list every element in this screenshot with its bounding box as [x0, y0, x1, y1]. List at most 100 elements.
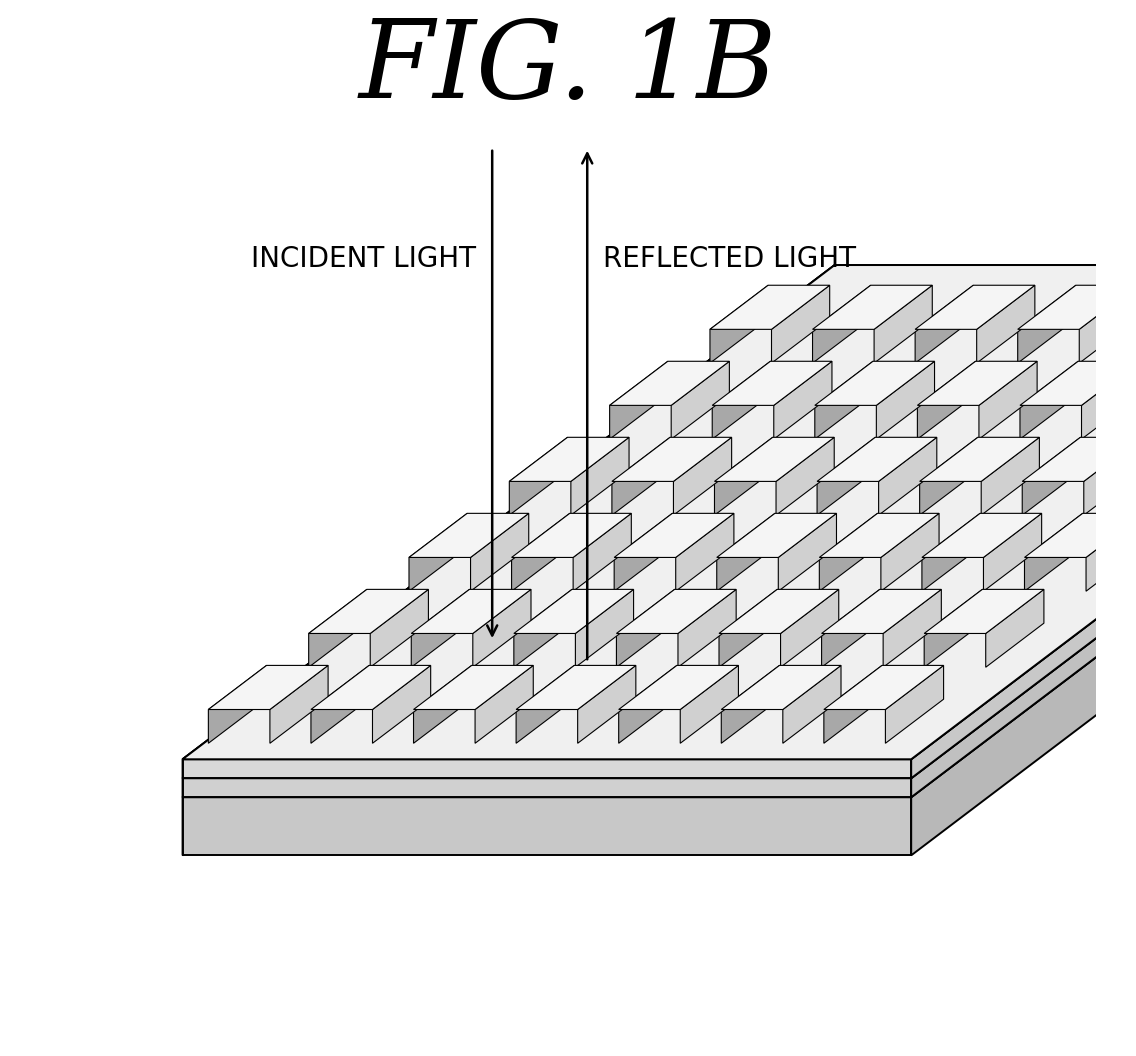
Polygon shape: [409, 513, 467, 591]
Polygon shape: [920, 437, 1039, 482]
Polygon shape: [678, 589, 736, 667]
Polygon shape: [1018, 285, 1136, 329]
Polygon shape: [511, 513, 632, 558]
Polygon shape: [615, 513, 673, 591]
Polygon shape: [984, 513, 1042, 591]
Polygon shape: [821, 589, 942, 634]
Polygon shape: [815, 361, 872, 439]
Polygon shape: [411, 589, 531, 634]
Polygon shape: [270, 665, 328, 743]
Polygon shape: [911, 303, 1136, 855]
Polygon shape: [815, 361, 935, 406]
Polygon shape: [783, 665, 841, 743]
Polygon shape: [311, 665, 431, 710]
Polygon shape: [874, 285, 933, 363]
Polygon shape: [577, 665, 636, 743]
Polygon shape: [1079, 285, 1136, 363]
Polygon shape: [473, 589, 531, 667]
Polygon shape: [1025, 513, 1083, 591]
Polygon shape: [885, 665, 944, 743]
Polygon shape: [1081, 361, 1136, 439]
Polygon shape: [475, 665, 533, 743]
Polygon shape: [411, 589, 469, 667]
Polygon shape: [880, 513, 939, 591]
Polygon shape: [612, 437, 670, 515]
Polygon shape: [918, 361, 1037, 406]
Text: REFLECTED LIGHT: REFLECTED LIGHT: [603, 245, 857, 272]
Polygon shape: [812, 285, 870, 363]
Polygon shape: [183, 265, 835, 778]
Polygon shape: [918, 361, 976, 439]
Polygon shape: [183, 303, 1136, 797]
Polygon shape: [916, 285, 1035, 329]
Polygon shape: [819, 513, 939, 558]
Polygon shape: [817, 437, 937, 482]
Polygon shape: [511, 513, 570, 591]
Polygon shape: [183, 265, 1136, 759]
Polygon shape: [776, 437, 834, 515]
Polygon shape: [1125, 437, 1136, 482]
Polygon shape: [208, 665, 328, 710]
Polygon shape: [183, 759, 911, 778]
Polygon shape: [925, 589, 1044, 634]
Polygon shape: [916, 285, 974, 363]
Polygon shape: [922, 513, 980, 591]
Polygon shape: [509, 437, 568, 515]
Polygon shape: [1086, 513, 1136, 591]
Polygon shape: [676, 513, 734, 591]
Polygon shape: [922, 513, 1042, 558]
Polygon shape: [671, 361, 729, 439]
Polygon shape: [710, 285, 768, 363]
Polygon shape: [183, 303, 835, 855]
Polygon shape: [183, 797, 911, 855]
Polygon shape: [920, 437, 978, 515]
Polygon shape: [409, 513, 528, 558]
Polygon shape: [979, 361, 1037, 439]
Polygon shape: [1125, 437, 1136, 515]
Polygon shape: [1020, 361, 1078, 439]
Polygon shape: [821, 589, 879, 667]
Polygon shape: [183, 265, 1136, 759]
Polygon shape: [615, 513, 734, 558]
Polygon shape: [986, 589, 1044, 667]
Polygon shape: [1120, 285, 1136, 363]
Polygon shape: [680, 665, 738, 743]
Polygon shape: [610, 361, 729, 406]
Polygon shape: [883, 589, 942, 667]
Polygon shape: [373, 665, 431, 743]
Polygon shape: [619, 665, 738, 710]
Polygon shape: [771, 285, 829, 363]
Polygon shape: [183, 284, 835, 797]
Polygon shape: [309, 589, 367, 667]
Polygon shape: [812, 285, 933, 329]
Polygon shape: [717, 513, 836, 558]
Polygon shape: [717, 513, 775, 591]
Polygon shape: [208, 665, 267, 743]
Text: INCIDENT LIGHT: INCIDENT LIGHT: [251, 245, 476, 272]
Polygon shape: [619, 665, 677, 743]
Polygon shape: [1022, 437, 1080, 515]
Polygon shape: [925, 589, 983, 667]
Polygon shape: [1084, 437, 1136, 515]
Polygon shape: [574, 513, 632, 591]
Polygon shape: [610, 361, 668, 439]
Polygon shape: [778, 513, 836, 591]
Polygon shape: [183, 778, 911, 797]
Polygon shape: [470, 513, 528, 591]
Polygon shape: [612, 437, 732, 482]
Polygon shape: [617, 589, 736, 634]
Polygon shape: [509, 437, 629, 482]
Polygon shape: [309, 589, 428, 634]
Polygon shape: [674, 437, 732, 515]
Polygon shape: [719, 589, 777, 667]
Polygon shape: [721, 665, 841, 710]
Polygon shape: [721, 665, 779, 743]
Polygon shape: [370, 589, 428, 667]
Polygon shape: [774, 361, 832, 439]
Polygon shape: [571, 437, 629, 515]
Polygon shape: [982, 437, 1039, 515]
Polygon shape: [1120, 285, 1136, 329]
Polygon shape: [824, 665, 944, 710]
Polygon shape: [712, 361, 770, 439]
Polygon shape: [516, 665, 575, 743]
